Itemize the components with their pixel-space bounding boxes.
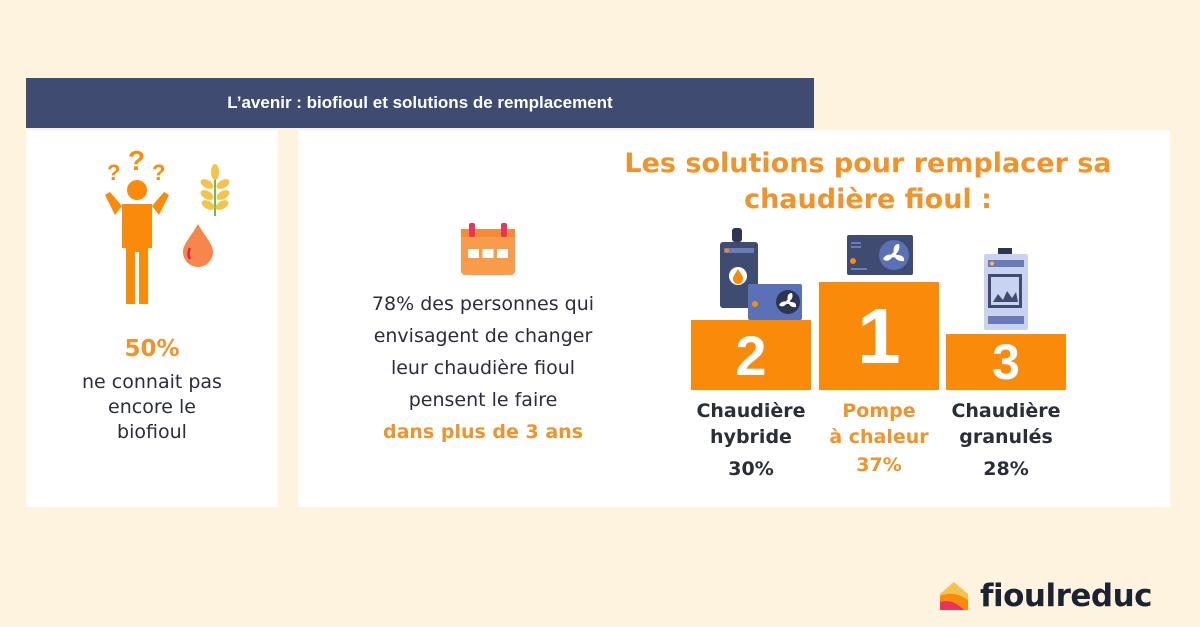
- biofioul-awareness-card: ? ? ? 50% ne connait pas encore le biofi…: [26, 130, 278, 507]
- replacement-solutions-card: 78% des personnes qui envisagent de chan…: [298, 130, 1170, 507]
- podium-step-1: 1: [819, 282, 939, 390]
- svg-text:?: ?: [128, 148, 145, 176]
- podium-step-2: 2: [691, 320, 811, 390]
- brand-logo: fioulreduc: [938, 578, 1153, 614]
- pellet-boiler-icon: [984, 248, 1028, 330]
- calendar-icon: [461, 223, 515, 275]
- awareness-description: ne connait pas encore le biofioul: [82, 371, 222, 443]
- confused-person-icon: ? ? ?: [105, 148, 169, 304]
- podium-label-heat-pump: Pompe à chaleur 37%: [809, 398, 949, 478]
- oil-drop-icon: [183, 224, 213, 267]
- heat-pump-icon: [847, 235, 913, 275]
- wheat-icon: [200, 164, 230, 216]
- podium-step-3: 3: [946, 334, 1066, 390]
- stat-description: 78% des personnes qui envisagent de chan…: [328, 288, 638, 448]
- house-logo-icon: [940, 582, 968, 610]
- awareness-percent: 50%: [124, 336, 180, 362]
- heat-pump-percent: 37%: [856, 454, 902, 476]
- solutions-title: Les solutions pour remplacer sa chaudièr…: [624, 148, 1112, 215]
- hybrid-boiler-icon: [720, 228, 802, 320]
- stat-highlight: dans plus de 3 ans: [382, 421, 584, 443]
- brand-name: fioulreduc: [980, 578, 1153, 614]
- hybrid-percent: 30%: [728, 458, 774, 480]
- podium-label-hybrid: Chaudière hybride 30%: [681, 398, 821, 482]
- svg-text:?: ?: [107, 160, 120, 185]
- svg-text:?: ?: [152, 160, 165, 185]
- section-header: L’avenir : biofioul et solutions de remp…: [26, 78, 814, 128]
- pellet-percent: 28%: [983, 458, 1029, 480]
- section-title: L’avenir : biofioul et solutions de remp…: [227, 93, 613, 112]
- podium-label-pellet: Chaudière granulés 28%: [936, 398, 1076, 482]
